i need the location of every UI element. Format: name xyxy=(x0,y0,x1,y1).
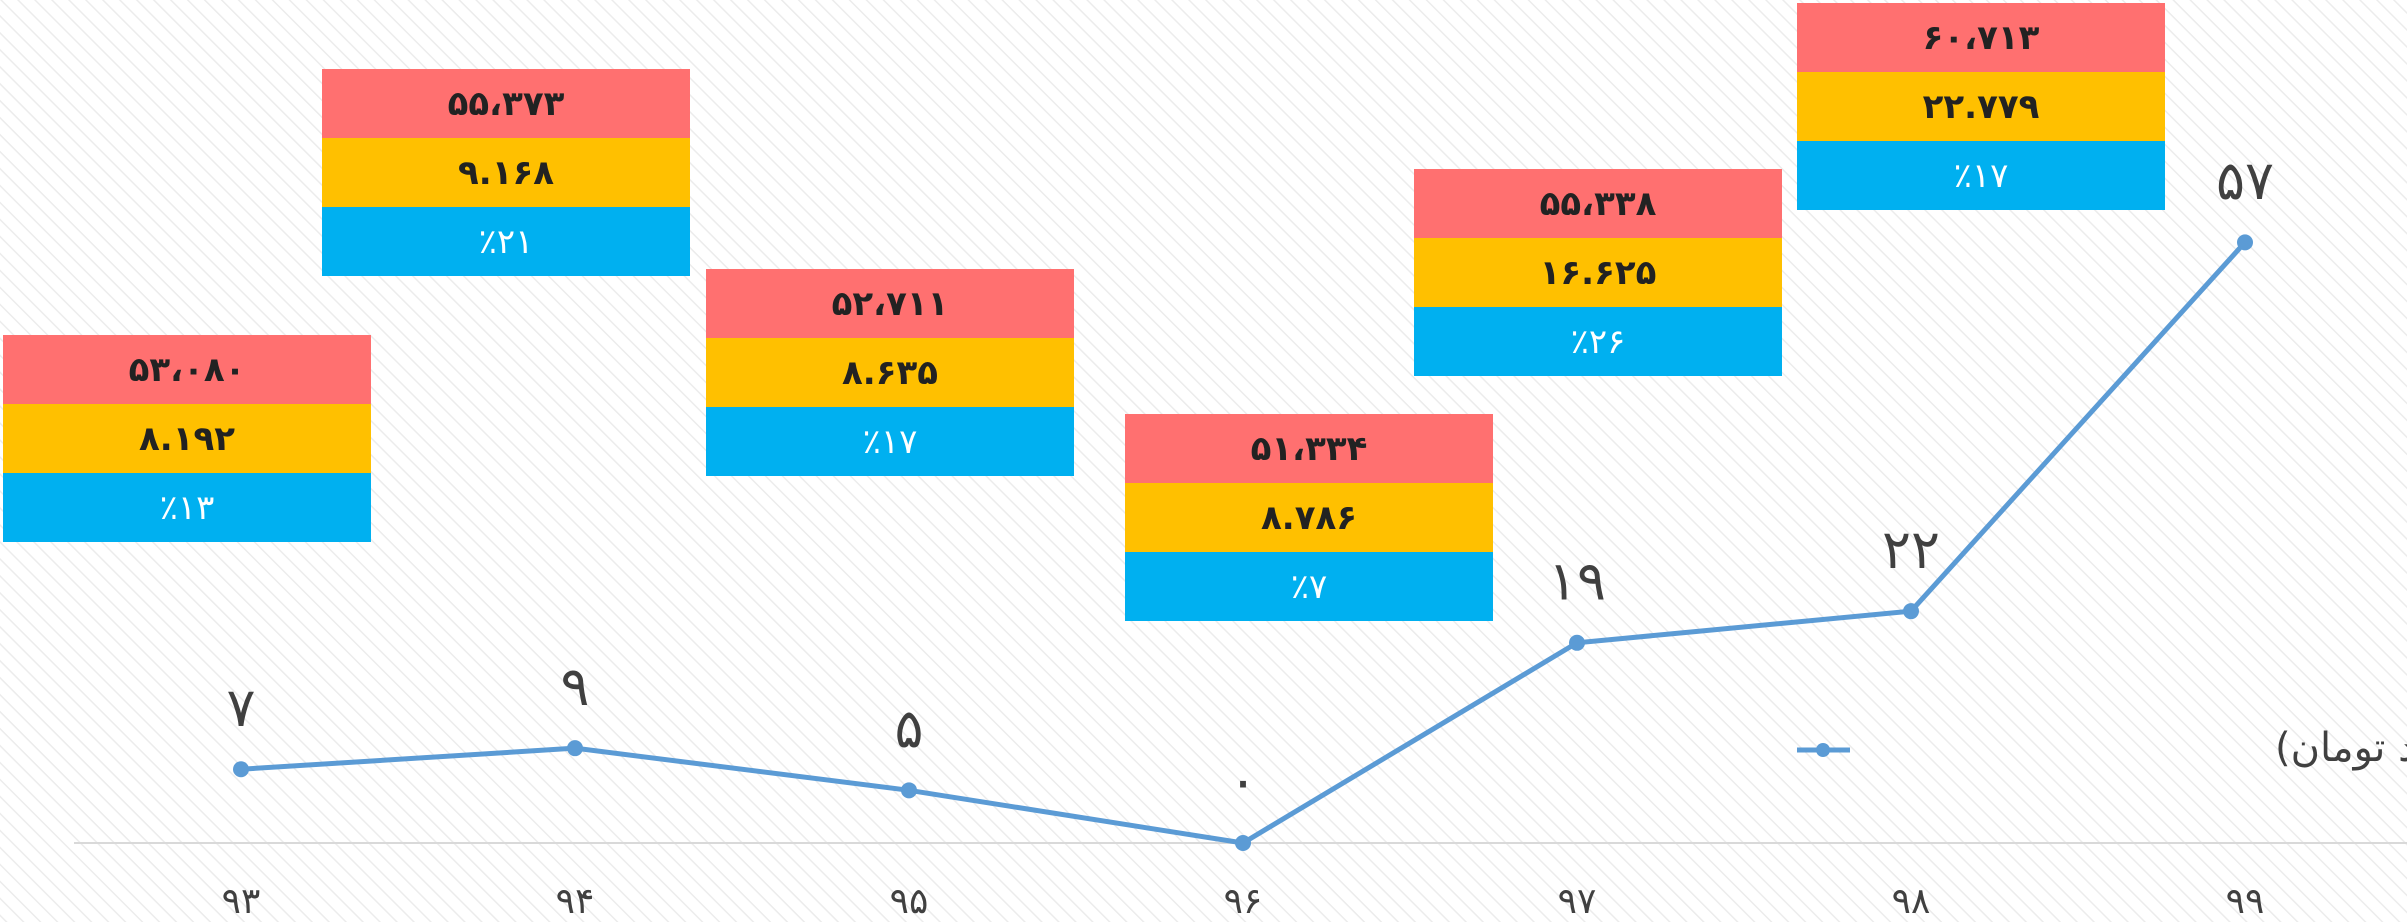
x-tick-label: ۹۶ xyxy=(1224,881,1263,922)
legend-marker xyxy=(1816,743,1830,757)
box-row xyxy=(706,338,1074,407)
box-row xyxy=(1414,238,1782,307)
data-label: ۹ xyxy=(560,655,589,718)
box-text: ٪۱۷ xyxy=(1954,156,2009,196)
box-text: ۵۱،۳۳۴ xyxy=(1251,429,1368,469)
data-label: ۱۹ xyxy=(1548,549,1606,612)
box-row xyxy=(1797,3,2165,72)
box-text: ٪۲۶ xyxy=(1571,322,1626,362)
point xyxy=(1235,835,1251,851)
point xyxy=(901,782,917,799)
point xyxy=(233,761,249,778)
point xyxy=(1903,603,1919,620)
data-label: ۷ xyxy=(226,676,255,739)
point xyxy=(2237,234,2253,251)
box-row xyxy=(706,269,1074,338)
box-row xyxy=(3,473,371,542)
box-row xyxy=(1125,414,1493,483)
box-text: ۵۲،۷۱۱ xyxy=(832,284,949,324)
box-text: ۵۳،۰۸۰ xyxy=(129,350,246,390)
data-label: ۲۲ xyxy=(1882,518,1940,581)
box-row xyxy=(1797,141,2165,210)
box-row xyxy=(322,207,690,276)
box-text: ٪۱۷ xyxy=(863,422,918,462)
box-row xyxy=(322,69,690,138)
box-text: ٪۷ xyxy=(1291,567,1328,607)
box-text: ٪۱۳ xyxy=(160,488,215,528)
box-text: ۵۵،۳۷۳ xyxy=(448,84,565,124)
box-row xyxy=(3,335,371,404)
box-row xyxy=(706,407,1074,476)
box-text: ۸.۱۹۲ xyxy=(139,419,235,459)
x-tick-label: ۹۷ xyxy=(1558,881,1597,922)
box-row xyxy=(1414,307,1782,376)
box-row xyxy=(322,138,690,207)
box-text: ۸.۷۸۶ xyxy=(1261,498,1357,538)
legend-label: سود خالص (میلیارد تومان) xyxy=(2275,725,2407,771)
box-row xyxy=(1125,552,1493,621)
box-text: ٪۲۱ xyxy=(479,222,534,262)
box-text: ۵۵،۳۳۸ xyxy=(1540,184,1657,224)
box-text: ۱۶.۶۲۵ xyxy=(1540,253,1657,293)
x-tick-label: ۹۹ xyxy=(2226,881,2265,922)
box-text: ۸.۶۳۵ xyxy=(842,353,938,393)
box-text: ۹.۱۶۸ xyxy=(458,153,554,193)
x-tick-label: ۹۴ xyxy=(556,881,595,922)
x-tick-label: ۹۸ xyxy=(1892,881,1931,922)
data-label: ۵ xyxy=(894,697,923,760)
x-tick-label: ۹۳ xyxy=(222,881,261,922)
box-text: ۲۲.۷۷۹ xyxy=(1923,87,2040,127)
point xyxy=(567,740,583,757)
data-label: ۰ xyxy=(1228,750,1257,813)
data-label: ۵۷ xyxy=(2216,149,2274,212)
box-row xyxy=(1125,483,1493,552)
point xyxy=(1569,634,1585,651)
box-row xyxy=(1414,169,1782,238)
box-row xyxy=(1797,72,2165,141)
box-text: ۶۰،۷۱۳ xyxy=(1923,18,2040,58)
box-row xyxy=(3,404,371,473)
x-tick-label: ۹۵ xyxy=(890,881,929,922)
